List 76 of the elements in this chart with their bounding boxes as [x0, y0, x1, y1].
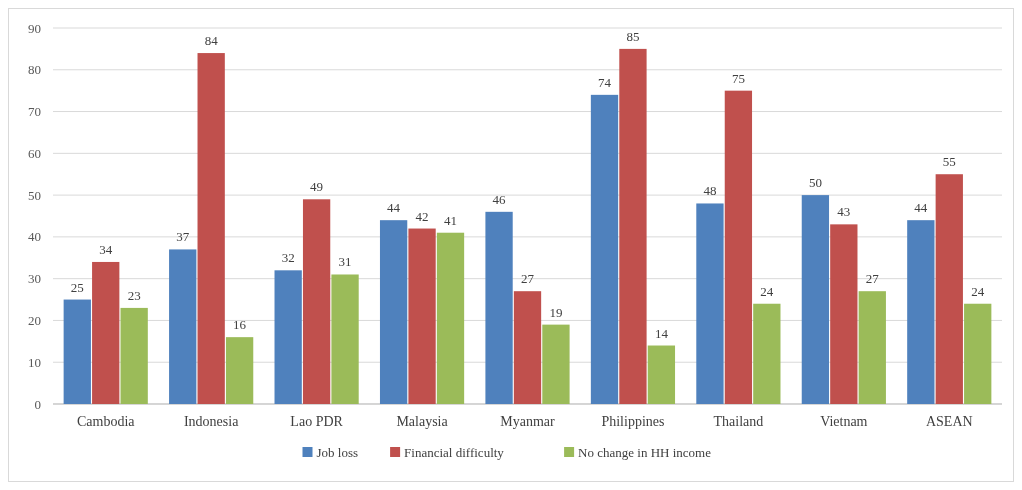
y-tick-label: 30	[28, 271, 41, 287]
legend-label: Financial difficulty	[404, 444, 505, 460]
bar	[63, 299, 91, 404]
data-label: 19	[549, 304, 563, 320]
data-label: 44	[914, 200, 928, 216]
bar	[120, 307, 148, 404]
data-label: 27	[865, 271, 880, 287]
y-tick-label: 80	[28, 62, 41, 78]
bar	[225, 337, 254, 404]
x-tick-label: Thailand	[713, 414, 764, 429]
x-tick-label: Malaysia	[396, 414, 449, 429]
data-label: 49	[310, 179, 324, 195]
data-label: 37	[176, 229, 190, 245]
x-tick-label: Cambodia	[76, 414, 136, 429]
y-tick-label: 40	[28, 229, 41, 245]
data-label: 48	[703, 183, 717, 199]
x-tick-label: ASEAN	[925, 414, 973, 429]
bar	[379, 220, 408, 404]
x-tick-label: Lao PDR	[290, 414, 344, 429]
data-label: 75	[731, 70, 745, 86]
data-label: 46	[492, 191, 507, 207]
x-tick-label: Philippines	[601, 414, 665, 429]
bar	[302, 199, 331, 404]
bar	[590, 94, 619, 404]
data-label: 44	[387, 200, 401, 216]
bar	[197, 53, 225, 404]
legend-label: No change in HH income	[578, 444, 712, 460]
data-label: 55	[942, 154, 956, 170]
data-label: 84	[204, 33, 219, 49]
bar	[408, 228, 436, 404]
bar	[647, 345, 676, 404]
bar	[907, 220, 935, 404]
bar	[753, 303, 781, 404]
y-tick-label: 10	[28, 354, 41, 370]
data-label: 27	[521, 271, 535, 287]
bar	[436, 232, 465, 404]
data-label: 24	[760, 283, 774, 299]
bar	[619, 48, 647, 404]
data-label: 42	[415, 208, 429, 224]
bar	[274, 270, 302, 404]
bar	[513, 291, 542, 404]
data-label: 41	[444, 212, 457, 228]
bar	[801, 195, 830, 404]
data-label: 34	[99, 241, 113, 257]
data-label: 25	[70, 279, 84, 295]
bar	[935, 174, 963, 404]
data-label: 14	[654, 325, 669, 341]
y-tick-label: 60	[28, 145, 41, 161]
data-label: 32	[281, 250, 295, 266]
bar	[830, 224, 858, 404]
legend-label: Job loss	[316, 444, 359, 460]
x-tick-label: Indonesia	[183, 414, 240, 429]
y-tick-label: 0	[34, 396, 41, 412]
data-label: 50	[808, 175, 822, 191]
data-label: 74	[598, 74, 612, 90]
x-tick-label: Myanmar	[500, 414, 556, 429]
y-tick-label: 20	[28, 312, 41, 328]
bar	[724, 90, 753, 404]
bar	[485, 211, 513, 404]
data-label: 24	[971, 283, 985, 299]
bar	[964, 303, 992, 404]
bar	[542, 324, 570, 404]
bar	[331, 274, 359, 404]
y-tick-label: 50	[28, 187, 41, 203]
data-label: 43	[837, 204, 851, 220]
data-label: 85	[626, 28, 640, 44]
y-tick-label: 90	[28, 20, 41, 36]
bar	[696, 203, 724, 404]
y-tick-label: 70	[28, 104, 41, 120]
x-tick-label: Vietnam	[820, 414, 868, 429]
bar	[858, 291, 886, 404]
bar	[169, 249, 197, 404]
data-label: 16	[233, 317, 247, 333]
data-label: 31	[338, 254, 352, 270]
bar	[92, 261, 120, 404]
data-label: 23	[127, 287, 141, 303]
